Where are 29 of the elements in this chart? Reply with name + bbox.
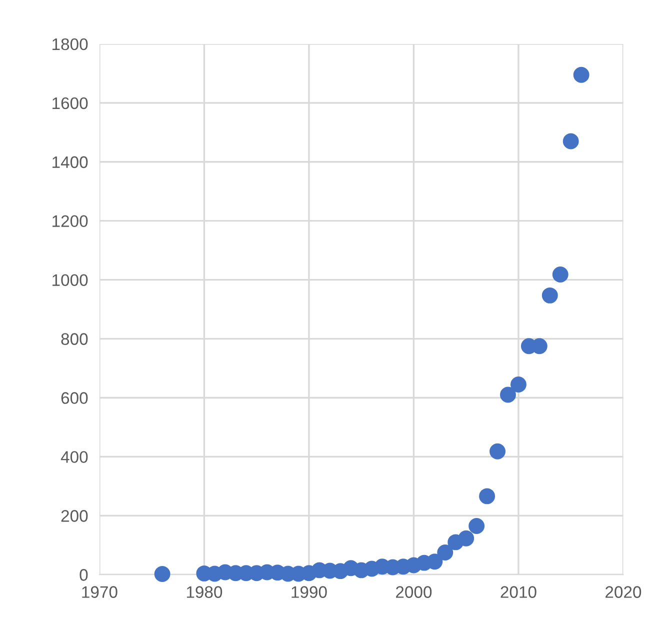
y-tick-label: 0 (80, 569, 88, 581)
x-tick-label: 2000 (396, 586, 432, 598)
point (426, 554, 443, 570)
x-tick-label: 1990 (292, 586, 327, 598)
point (552, 266, 568, 282)
x-tick-label: 1970 (82, 586, 118, 598)
point (468, 518, 485, 534)
y-tick-label: 200 (61, 510, 88, 522)
point (490, 443, 506, 460)
y-tick-label: 1800 (52, 38, 88, 50)
y-tick-label: 1600 (52, 97, 88, 110)
point (510, 376, 526, 392)
point (437, 544, 454, 560)
point (479, 488, 496, 504)
point (458, 530, 474, 546)
x-tick-label: 2020 (606, 586, 642, 598)
point (542, 287, 558, 304)
x-tick-label: 1980 (186, 586, 222, 598)
x-tick-label: 2010 (500, 586, 536, 598)
y-tick-label: 1400 (52, 156, 88, 168)
point (500, 386, 516, 403)
point (562, 133, 579, 150)
y-tick-label: 1000 (52, 274, 88, 286)
point (573, 66, 590, 83)
y-tick-label: 400 (60, 451, 88, 463)
point (154, 566, 170, 582)
y-tick-label: 800 (61, 333, 88, 345)
y-tick-label: 600 (61, 392, 88, 404)
y-tick-label: 1200 (52, 215, 88, 228)
